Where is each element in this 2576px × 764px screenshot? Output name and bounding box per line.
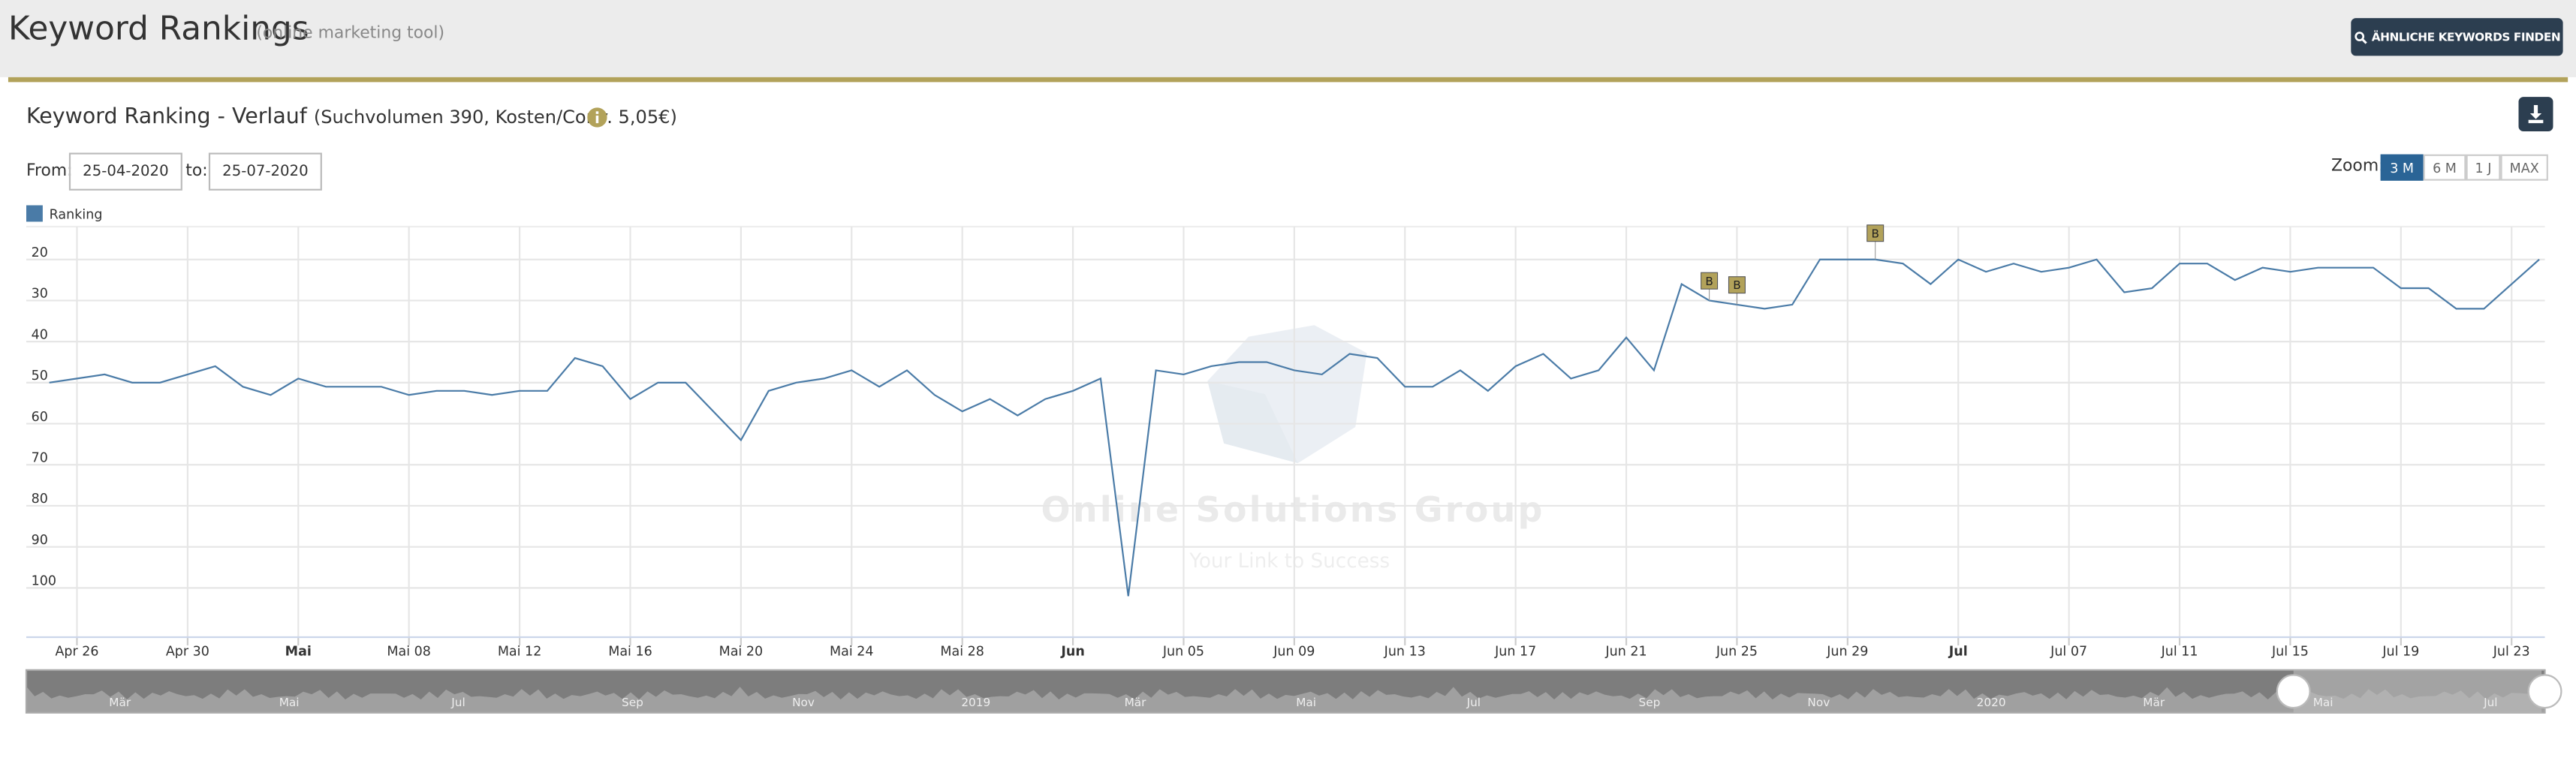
- y-tick-label: 20: [32, 245, 48, 260]
- zoom-label: Zoom:: [2331, 158, 2385, 176]
- x-tick-label: Jun 09: [1273, 645, 1315, 660]
- download-button[interactable]: [2518, 97, 2553, 132]
- y-tick-label: 90: [32, 533, 48, 548]
- x-tick-label: Mai 20: [719, 645, 764, 660]
- x-tick-label: Jul: [1948, 645, 1968, 660]
- x-tick-label: Jul 11: [2161, 645, 2198, 660]
- x-tick-label: Jun 29: [1826, 645, 1868, 660]
- from-input[interactable]: 25-04-2020: [68, 152, 182, 191]
- navigator-label: Mär: [1125, 696, 1147, 709]
- flag-label: B: [1871, 227, 1879, 240]
- navigator-label: Sep: [622, 696, 643, 709]
- from-label: From:: [26, 162, 73, 181]
- x-tick-label: Apr 26: [55, 645, 98, 660]
- y-tick-label: 60: [32, 410, 48, 425]
- info-icon[interactable]: [586, 107, 607, 128]
- watermark: Online Solutions Group Your Link to Succ…: [1041, 325, 1545, 573]
- panel-title: Keyword Ranking - Verlauf (Suchvolumen 3…: [26, 105, 677, 130]
- x-tick-label: Jun: [1060, 645, 1084, 660]
- navigator-handle[interactable]: [2527, 674, 2562, 709]
- top-bar: [0, 0, 2576, 77]
- zoom-button[interactable]: 6 M: [2423, 154, 2466, 181]
- page-subtitle: (online marketing tool): [256, 24, 445, 43]
- x-tick-label: Jul 19: [2382, 645, 2419, 660]
- navigator-handle[interactable]: [2276, 674, 2311, 709]
- navigator-label: Mär: [109, 696, 131, 709]
- x-tick-label: Jun 21: [1604, 645, 1647, 660]
- y-tick-label: 40: [32, 327, 48, 342]
- x-tick-label: Mai 16: [608, 645, 652, 660]
- navigator-label: Mai: [2313, 696, 2333, 709]
- flag-label: B: [1705, 275, 1713, 288]
- x-tick-label: Jul 07: [2050, 645, 2087, 660]
- navigator-label: Nov: [792, 696, 815, 709]
- x-tick-label: Jun 17: [1494, 645, 1536, 660]
- similar-keywords-button[interactable]: ÄHNLICHE KEYWORDS FINDEN: [2351, 18, 2563, 56]
- flag: [1728, 276, 1746, 294]
- panel-details: (Suchvolumen 390, Kosten/Conv. 5,05€): [313, 107, 677, 128]
- y-tick-label: 80: [32, 492, 48, 507]
- flag-label: B: [1733, 278, 1741, 292]
- x-tick-label: Jun 13: [1384, 645, 1426, 660]
- navigator-label: Mär: [2143, 696, 2165, 709]
- y-tick-label: 30: [32, 287, 48, 302]
- ranking-line: [49, 258, 2540, 597]
- navigator-series: [26, 686, 2545, 713]
- x-tick-label: Mai 08: [387, 645, 431, 660]
- x-tick-label: Mai 12: [498, 645, 542, 660]
- divider: [8, 77, 2568, 83]
- x-tick-label: Apr 30: [166, 645, 209, 660]
- y-tick-label: 50: [32, 368, 48, 384]
- navigator-label: Mai: [279, 696, 300, 709]
- navigator-label: Sep: [1639, 696, 1661, 709]
- legend-swatch: [26, 205, 43, 222]
- x-tick-label: Mai: [285, 645, 312, 660]
- x-tick-label: Mai 24: [830, 645, 874, 660]
- x-tick-label: Jul 23: [2493, 645, 2530, 660]
- search-icon: [2354, 31, 2367, 44]
- y-tick-label: 70: [32, 451, 48, 466]
- x-tick-label: Mai 28: [940, 645, 984, 660]
- x-tick-label: Jun 05: [1162, 645, 1204, 660]
- navigator-label: Jul: [450, 696, 465, 709]
- y-tick-label: 100: [32, 574, 56, 589]
- download-icon: [2528, 105, 2544, 124]
- zoom-button[interactable]: MAX: [2500, 154, 2548, 181]
- navigator-label: 2020: [1977, 696, 2006, 709]
- watermark-name: Online Solutions Group: [1041, 489, 1545, 530]
- navigator-label: 2019: [961, 696, 990, 709]
- navigator-label: Jul: [1466, 696, 1481, 709]
- zoom-button[interactable]: 1 J: [2466, 154, 2501, 181]
- navigator-label: Nov: [1807, 696, 1830, 709]
- watermark-slogan: Your Link to Success: [1189, 550, 1390, 573]
- navigator-range: [2293, 669, 2542, 713]
- flag: [1866, 224, 1885, 242]
- legend-label: Ranking: [50, 208, 103, 223]
- zoom-button[interactable]: 3 M: [2380, 154, 2424, 181]
- button-label: ÄHNLICHE KEYWORDS FINDEN: [2371, 30, 2561, 44]
- x-tick-label: Jul 15: [2271, 645, 2309, 660]
- navigator-label: Mai: [1296, 696, 1316, 709]
- flag: [1701, 272, 1719, 290]
- to-label: to:: [185, 162, 208, 181]
- page-title: Keyword Rankings: [8, 8, 309, 48]
- panel-title-text: Keyword Ranking - Verlauf: [26, 105, 307, 130]
- x-tick-label: Jun 25: [1716, 645, 1758, 660]
- to-input[interactable]: 25-07-2020: [208, 152, 322, 191]
- navigator-label: Jul: [2483, 696, 2497, 709]
